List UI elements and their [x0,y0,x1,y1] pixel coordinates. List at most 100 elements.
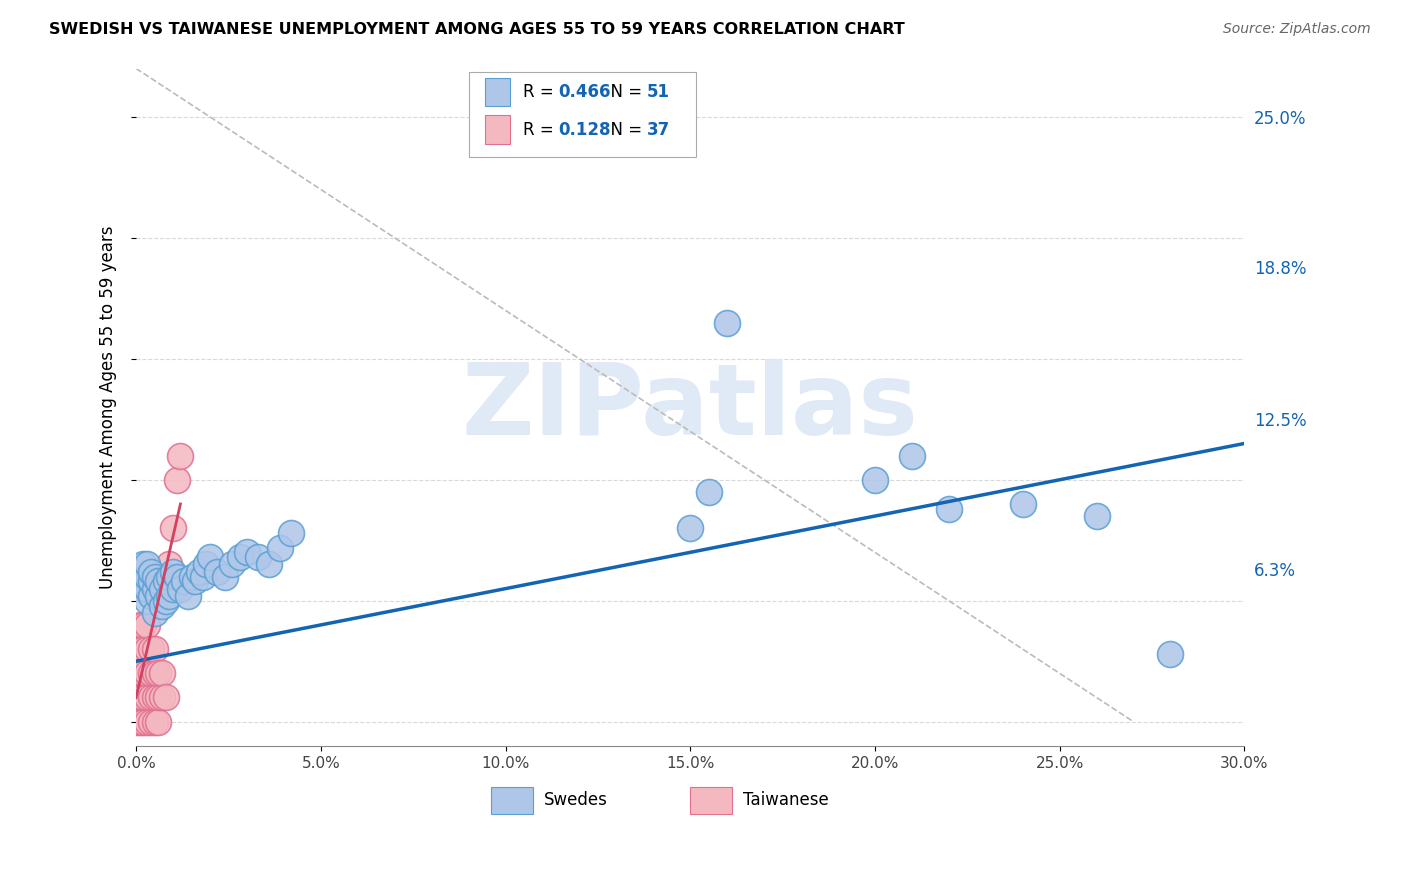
Point [1159,647,1181,661]
Point [207,565,229,579]
Text: R =: R = [523,120,558,138]
Point [136,593,159,607]
Point [139,642,162,657]
Point [269,541,291,555]
Point [136,558,159,572]
Point [139,589,162,603]
Point [132,690,155,705]
Point [125,666,148,681]
FancyBboxPatch shape [485,78,509,106]
Point [136,642,159,657]
Point [132,666,155,681]
Point [157,589,180,603]
Point [148,690,170,705]
Point [132,618,155,632]
Point [136,690,159,705]
Point [173,574,195,589]
Point [139,714,162,729]
Point [155,690,177,705]
Point [214,569,236,583]
Y-axis label: Unemployment Among Ages 55 to 59 years: Unemployment Among Ages 55 to 59 years [100,226,117,589]
Point [162,582,184,596]
Point [150,666,173,681]
Point [136,714,159,729]
Point [162,565,184,579]
Point [143,606,166,620]
Point [236,545,259,559]
Point [136,618,159,632]
Point [187,565,209,579]
Point [148,666,170,681]
Point [184,574,207,589]
Text: Source: ZipAtlas.com: Source: ZipAtlas.com [1223,22,1371,37]
Point [128,642,150,657]
Point [157,569,180,583]
Point [136,569,159,583]
Point [143,690,166,705]
Point [136,582,159,596]
Point [139,565,162,579]
Point [139,574,162,589]
Point [169,582,191,596]
Point [125,630,148,644]
Text: 51: 51 [647,83,671,101]
Point [132,558,155,572]
Point [155,593,177,607]
Point [180,569,202,583]
Point [198,550,221,565]
Point [228,550,250,565]
Text: ZIPatlas: ZIPatlas [461,359,918,456]
Point [901,449,924,463]
Text: 37: 37 [647,120,671,138]
FancyBboxPatch shape [690,787,733,814]
Point [132,582,155,596]
Point [177,589,200,603]
Point [148,589,170,603]
Point [169,449,191,463]
Text: Taiwanese: Taiwanese [744,791,830,809]
Point [132,569,155,583]
Point [139,690,162,705]
Point [716,316,738,330]
Point [128,618,150,632]
Point [1085,509,1108,524]
Point [125,690,148,705]
Point [128,666,150,681]
Text: SWEDISH VS TAIWANESE UNEMPLOYMENT AMONG AGES 55 TO 59 YEARS CORRELATION CHART: SWEDISH VS TAIWANESE UNEMPLOYMENT AMONG … [49,22,905,37]
Point [166,473,188,487]
FancyBboxPatch shape [491,787,533,814]
Point [150,690,173,705]
Text: N =: N = [600,120,648,138]
Point [148,714,170,729]
Point [938,501,960,516]
Point [143,666,166,681]
Point [148,574,170,589]
FancyBboxPatch shape [485,115,509,144]
Point [697,484,720,499]
Point [143,642,166,657]
Point [191,569,214,583]
Point [247,550,270,565]
Point [155,574,177,589]
Point [128,690,150,705]
Point [221,558,243,572]
Point [150,582,173,596]
Point [1011,497,1033,511]
Point [166,569,188,583]
Point [139,666,162,681]
Text: 0.466: 0.466 [558,83,610,101]
Point [128,714,150,729]
Text: R =: R = [523,83,558,101]
Point [143,714,166,729]
Point [162,521,184,535]
Point [136,666,159,681]
Point [143,582,166,596]
Text: Swedes: Swedes [544,791,607,809]
Text: N =: N = [600,83,648,101]
Point [125,714,148,729]
Point [132,714,155,729]
Point [257,558,280,572]
Point [143,569,166,583]
Point [157,558,180,572]
Point [150,599,173,613]
